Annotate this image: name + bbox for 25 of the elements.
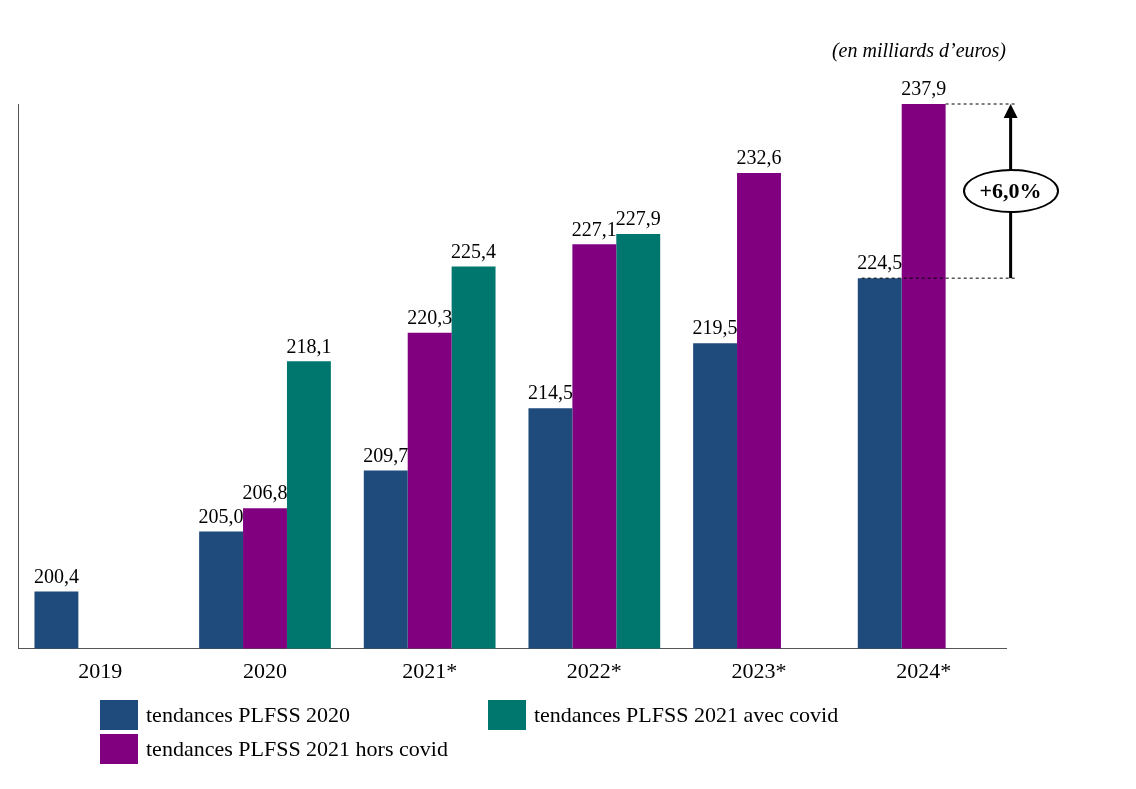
data-label: 220,3	[407, 306, 453, 329]
data-label: 214,5	[527, 381, 573, 404]
data-label: 227,9	[615, 207, 661, 230]
chart-subtitle: (en milliards d’euros)	[831, 39, 1007, 63]
data-label: 225,4	[451, 239, 497, 262]
data-label: 219,5	[692, 316, 738, 339]
x-tick-label: 2024*	[896, 657, 952, 683]
data-label: 209,7	[363, 443, 409, 466]
data-label: 206,8	[242, 481, 288, 504]
x-tick-label: 2022*	[566, 657, 622, 683]
data-label: 232,6	[736, 146, 782, 169]
legend-label: tendances PLFSS 2021 hors covid	[146, 736, 448, 762]
data-label: 218,1	[286, 334, 332, 357]
legend-label: tendances PLFSS 2021 avec covid	[533, 702, 839, 728]
data-label: 224,5	[857, 251, 903, 274]
data-label: 205,0	[198, 504, 244, 527]
x-tick-label: 2020	[243, 657, 287, 683]
x-tick-label: 2019	[78, 657, 123, 683]
data-label: 200,4	[33, 564, 79, 587]
x-tick-label: 2021*	[402, 657, 458, 683]
data-label: 227,1	[571, 217, 617, 240]
annotation: +6,0%	[962, 169, 1059, 214]
data-label: 237,9	[901, 77, 947, 100]
x-tick-label: 2023*	[731, 657, 787, 683]
legend-label: tendances PLFSS 2020	[146, 702, 351, 728]
